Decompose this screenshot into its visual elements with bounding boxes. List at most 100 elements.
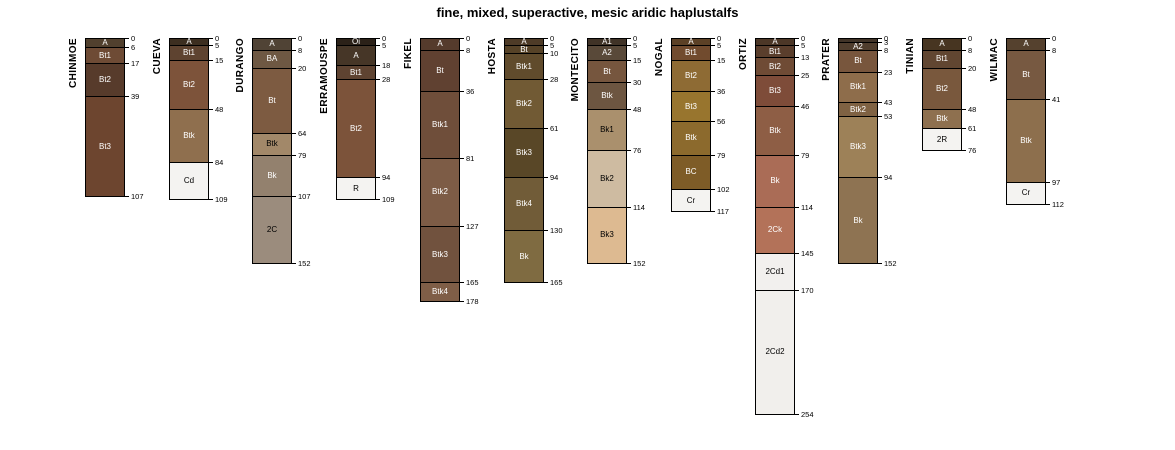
depth-tick-label: 30 [633, 78, 642, 88]
depth-tick [125, 63, 129, 65]
depth-tick [878, 262, 882, 264]
horizon-label: Btk [769, 125, 781, 135]
horizon-wilmac-cr: Cr [1006, 181, 1046, 205]
horizon-label: Btk [1020, 135, 1032, 145]
horizon-fikel-btk1: Btk1 [420, 91, 460, 158]
horizon-label: Bk3 [600, 230, 614, 240]
depth-tick-label: 5 [215, 41, 220, 51]
depth-tick [544, 79, 548, 81]
depth-tick-label: 8 [1052, 45, 1057, 55]
depth-tick-label: 152 [884, 258, 897, 268]
depth-tick-label: 178 [466, 297, 479, 307]
depth-tick-label: 109 [215, 195, 228, 205]
depth-tick-label: 97 [1052, 177, 1061, 187]
horizon-prater-bt: Bt [838, 49, 878, 73]
depth-tick-label: 94 [550, 173, 559, 183]
horizon-montecito-btk: Btk [587, 82, 627, 110]
depth-tick-label: 48 [968, 105, 977, 115]
horizon-label: Bt1 [768, 46, 781, 56]
depth-tick [878, 177, 882, 179]
profile-name-tinian: TINIAN [905, 38, 916, 74]
depth-tick-label: 0 [1052, 34, 1057, 43]
horizon-label: Bt1 [349, 67, 362, 77]
depth-tick [544, 230, 548, 232]
horizon-hosta-bk: Bk [504, 230, 544, 284]
depth-tick [878, 42, 882, 44]
depth-tick [627, 45, 631, 47]
horizon-erramouspe-a: A [336, 45, 376, 65]
depth-tick [711, 45, 715, 47]
depth-tick-label: 64 [298, 128, 307, 138]
depth-tick-label: 79 [298, 150, 307, 160]
horizon-fikel-bt: Bt [420, 49, 460, 92]
profile-name-durango: DURANGO [235, 38, 246, 93]
horizon-montecito-bt: Bt [587, 60, 627, 83]
depth-tick-label: 165 [466, 278, 479, 288]
depth-tick [795, 289, 799, 291]
horizon-label: Bt [436, 66, 444, 76]
depth-tick-label: 112 [1052, 199, 1064, 209]
horizon-wilmac-bt: Bt [1006, 49, 1046, 99]
horizon-prater-btk2: Btk2 [838, 101, 878, 117]
depth-tick [1046, 49, 1050, 51]
horizon-label: Bk [519, 251, 529, 261]
horizon-label: Bt [268, 95, 276, 105]
horizon-label: A [521, 37, 527, 47]
horizon-durango-ba: BA [252, 49, 292, 68]
horizon-label: Btk [266, 139, 278, 149]
depth-tick [878, 38, 882, 39]
depth-tick-label: 5 [633, 41, 638, 51]
horizon-durango-a: A [252, 38, 292, 50]
depth-tick [962, 67, 966, 69]
horizon-tinian-a: A [922, 38, 962, 50]
horizon-label: Btk2 [849, 104, 866, 114]
depth-tick-label: 61 [550, 124, 559, 134]
horizon-label: Btk3 [849, 142, 866, 152]
depth-tick [795, 38, 799, 39]
depth-tick-label: 145 [801, 248, 814, 258]
depth-tick [376, 199, 380, 201]
horizon-label: Bt [854, 56, 862, 66]
horizon-label: Bt1 [684, 48, 697, 58]
depth-tick [795, 206, 799, 208]
horizon-label: Bt1 [935, 54, 948, 64]
depth-tick [795, 45, 799, 47]
horizon-erramouspe-oi: Oi [336, 37, 376, 47]
horizon-label: Btk [936, 114, 948, 124]
horizon-hosta-btk1: Btk1 [504, 52, 544, 80]
horizon-label: 2Ck [767, 225, 783, 235]
depth-tick-label: 94 [382, 173, 391, 183]
depth-tick-label: 109 [382, 195, 395, 205]
depth-tick [962, 150, 966, 152]
depth-tick-label: 8 [884, 45, 889, 55]
horizon-label: A [437, 39, 443, 49]
depth-tick-label: 84 [215, 158, 224, 168]
depth-tick-label: 28 [382, 75, 391, 85]
profile-name-erramouspe: ERRAMOUSPE [319, 38, 330, 114]
depth-tick-label: 0 [550, 34, 555, 43]
depth-tick [544, 177, 548, 179]
horizon-hosta-btk2: Btk2 [504, 79, 544, 129]
depth-tick-label: 25 [801, 71, 810, 80]
horizon-label: Oi [352, 37, 360, 47]
depth-tick [292, 262, 296, 264]
depth-tick [209, 109, 213, 111]
horizon-erramouspe-bt2: Bt2 [336, 79, 376, 178]
depth-tick [878, 72, 882, 74]
horizon-chinmoe-bt2: Bt2 [85, 63, 125, 96]
depth-tick [292, 132, 296, 134]
horizon-montecito-a2: A2 [587, 45, 627, 61]
horizon-label: Btk4 [431, 287, 448, 297]
horizon-label: A [353, 50, 359, 60]
horizon-label: A [688, 37, 694, 47]
depth-tick-label: 0 [968, 34, 973, 43]
depth-tick [711, 211, 715, 213]
depth-tick-label: 0 [215, 34, 220, 43]
depth-tick-label: 81 [466, 153, 475, 163]
depth-tick [209, 162, 213, 164]
depth-tick-label: 107 [298, 192, 311, 202]
horizon-ortiz-bt3: Bt3 [755, 75, 795, 107]
depth-tick [376, 177, 380, 179]
depth-tick-label: 170 [801, 285, 814, 295]
horizon-label: A [102, 37, 108, 47]
